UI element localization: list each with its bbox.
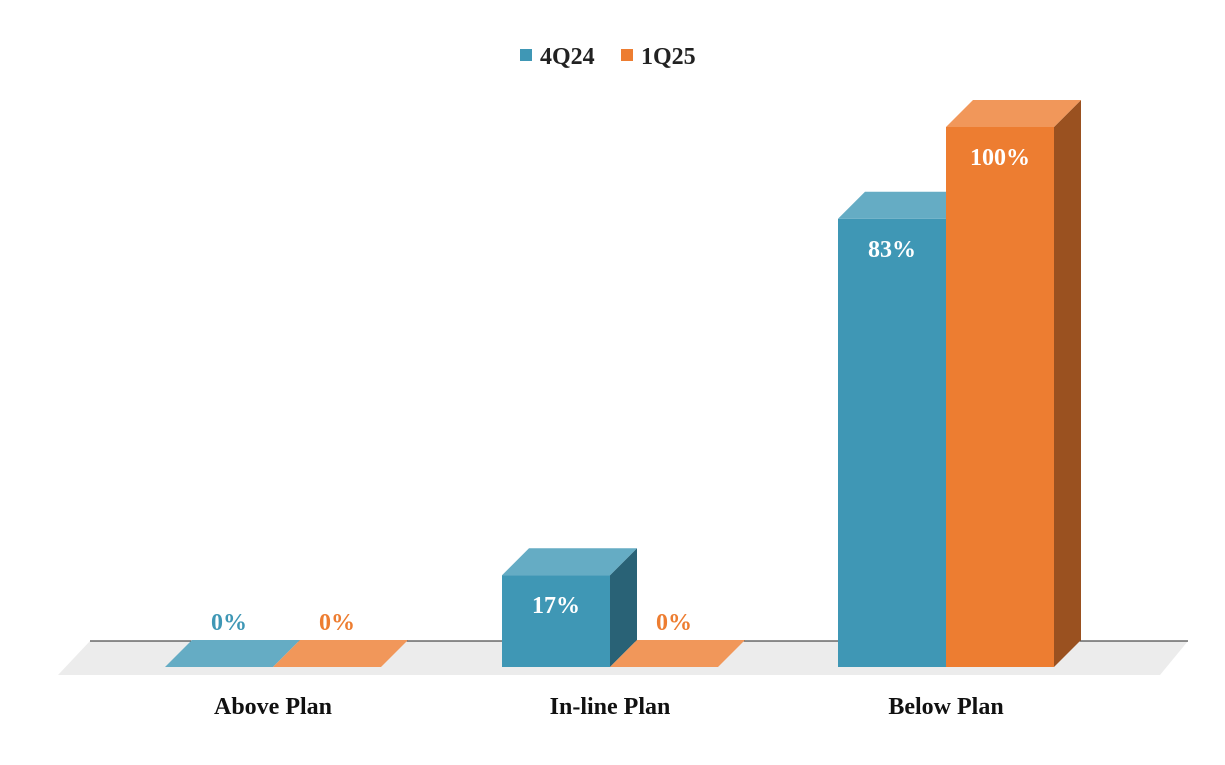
bar-4Q24-above-plan	[165, 640, 300, 667]
bar-1Q25-below-plan-side	[1054, 100, 1081, 667]
legend-swatch-4Q24	[520, 49, 532, 61]
bar-4Q24-in-line-plan-top	[502, 548, 637, 576]
data-label: 100%	[970, 145, 1030, 171]
data-label: 83%	[868, 237, 916, 263]
legend-label-4Q24: 4Q24	[540, 44, 595, 70]
bar-4Q24-below-plan-top	[838, 191, 973, 219]
bar-1Q25-below-plan	[946, 127, 1054, 667]
legend-swatch-1Q25	[621, 49, 633, 61]
data-label: 0%	[319, 610, 355, 636]
category-label: Above Plan	[214, 694, 332, 720]
bar-4Q24-in-line-plan-side	[610, 548, 637, 667]
category-label: In-line Plan	[550, 694, 671, 720]
data-label: 0%	[656, 610, 692, 636]
bar-4Q24-below-plan	[838, 218, 946, 668]
bar-1Q25-below-plan-top	[946, 100, 1081, 127]
data-label: 0%	[211, 610, 247, 636]
data-label: 17%	[532, 593, 580, 619]
bar-1Q25-in-line-plan	[610, 640, 745, 667]
bar-1Q25-above-plan	[273, 640, 408, 667]
category-label: Below Plan	[888, 694, 1003, 720]
bar-4Q24-in-line-plan	[502, 575, 610, 667]
legend-label-1Q25: 1Q25	[641, 44, 696, 70]
